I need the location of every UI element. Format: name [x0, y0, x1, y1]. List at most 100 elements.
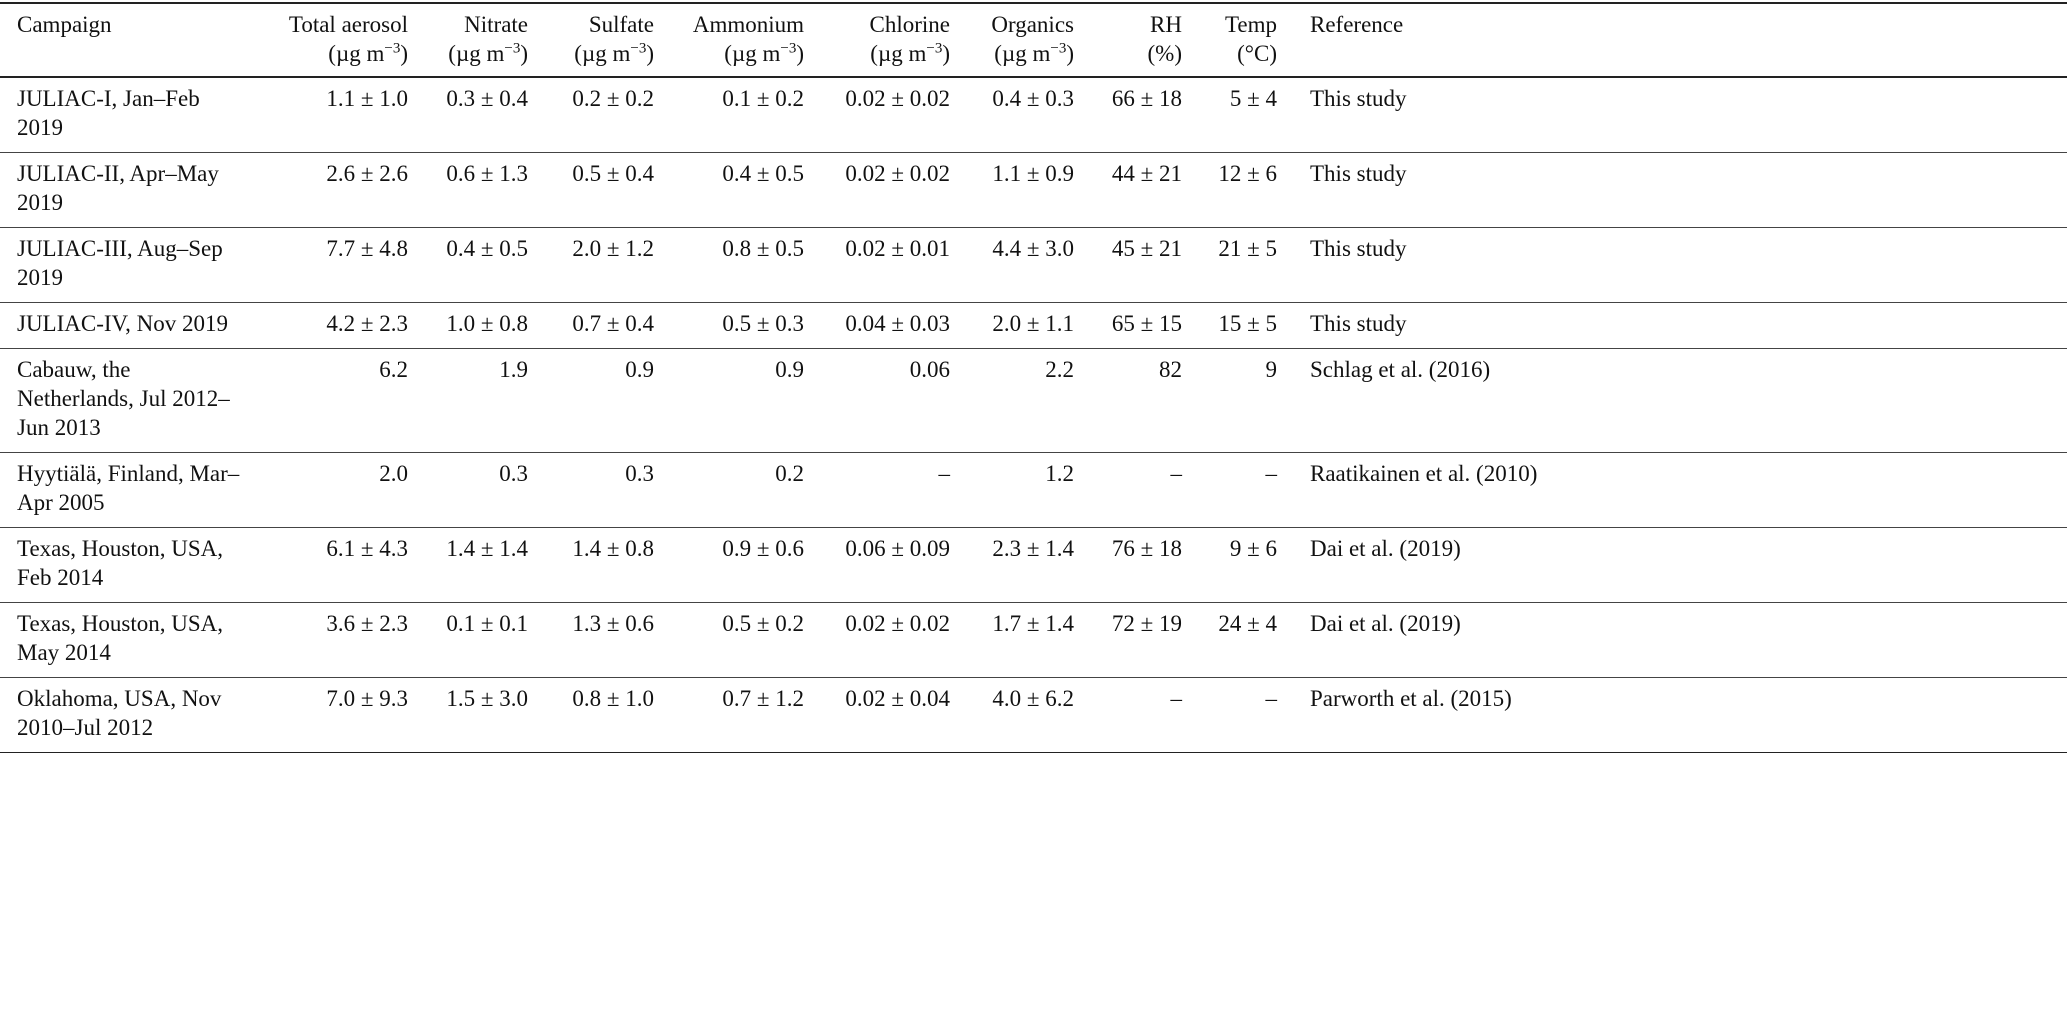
cell-campaign: Cabauw, the Netherlands, Jul 2012–Jun 20… [17, 357, 230, 440]
header-total-aerosol: Total aerosol (µg m−3) [250, 3, 408, 78]
header-label: Nitrate [464, 12, 528, 37]
cell-ammonium: 0.4 ± 0.5 [722, 161, 804, 186]
cell-campaign: Texas, Houston, USA, May 2014 [17, 611, 224, 665]
cell-organics: 4.4 ± 3.0 [992, 236, 1074, 261]
table-row: Oklahoma, USA, Nov 2010–Jul 2012 7.0 ± 9.… [0, 678, 2067, 753]
header-campaign: Campaign [0, 3, 250, 78]
cell-organics: 2.2 [1045, 357, 1074, 382]
cell-nitrate: 1.4 ± 1.4 [446, 536, 528, 561]
cell-total-aerosol: 6.1 ± 4.3 [326, 536, 408, 561]
header-sulfate: Sulfate (µg m−3) [528, 3, 654, 78]
cell-chlorine: 0.02 ± 0.04 [845, 686, 950, 711]
cell-total-aerosol: 4.2 ± 2.3 [326, 311, 408, 336]
table-body: JULIAC-I, Jan–Feb 2019 1.1 ± 1.0 0.3 ± 0.4… [0, 77, 2067, 753]
header-ammonium: Ammonium (µg m−3) [654, 3, 804, 78]
header-unit: (µg m−3) [994, 40, 1074, 66]
cell-total-aerosol: 7.0 ± 9.3 [326, 686, 408, 711]
cell-rh: – [1170, 461, 1183, 486]
cell-nitrate: 0.4 ± 0.5 [446, 236, 528, 261]
cell-nitrate: 0.3 ± 0.4 [446, 86, 528, 111]
cell-reference: This study [1310, 311, 1407, 336]
data-table: Campaign Total aerosol (µg m−3) Nitrate (µg … [0, 2, 2067, 753]
cell-total-aerosol: 1.1 ± 1.0 [326, 86, 408, 111]
cell-chlorine: 0.04 ± 0.03 [845, 311, 950, 336]
cell-sulfate: 0.8 ± 1.0 [572, 686, 654, 711]
cell-sulfate: 0.7 ± 0.4 [572, 311, 654, 336]
header-label: RH [1150, 12, 1182, 37]
cell-campaign: JULIAC-I, Jan–Feb 2019 [17, 86, 200, 140]
header-label: Total aerosol [288, 12, 408, 37]
header-unit: (µg m−3) [328, 40, 408, 66]
cell-total-aerosol: 7.7 ± 4.8 [326, 236, 408, 261]
cell-sulfate: 0.2 ± 0.2 [572, 86, 654, 111]
header-unit: (µg m−3) [574, 40, 654, 66]
cell-ammonium: 0.2 [775, 461, 804, 486]
cell-nitrate: 0.6 ± 1.3 [446, 161, 528, 186]
cell-sulfate: 1.3 ± 0.6 [572, 611, 654, 636]
cell-reference: Dai et al. (2019) [1310, 611, 1461, 636]
table-row: Texas, Houston, USA, May 2014 3.6 ± 2.3 0.… [0, 603, 2067, 678]
header-label: Temp [1224, 12, 1277, 37]
cell-campaign: Hyytiälä, Finland, Mar–Apr 2005 [17, 461, 240, 515]
cell-nitrate: 0.3 [499, 461, 528, 486]
cell-nitrate: 1.5 ± 3.0 [446, 686, 528, 711]
header-unit: (µg m−3) [448, 40, 528, 66]
cell-temp: 5 ± 4 [1229, 86, 1277, 111]
header-unit: (µg m−3) [724, 40, 804, 66]
cell-organics: 2.3 ± 1.4 [992, 536, 1074, 561]
cell-reference: Schlag et al. (2016) [1310, 357, 1491, 382]
cell-rh: 45 ± 21 [1111, 236, 1182, 261]
header-label: Chlorine [869, 12, 951, 37]
cell-nitrate: 0.1 ± 0.1 [446, 611, 528, 636]
cell-temp: 15 ± 5 [1218, 311, 1277, 336]
header-unit: (%) [1147, 41, 1182, 66]
header-chlorine: Chlorine (µg m−3) [804, 3, 951, 78]
cell-temp: 24 ± 4 [1218, 611, 1277, 636]
cell-temp: – [1265, 686, 1278, 711]
cell-chlorine: 0.02 ± 0.01 [845, 236, 950, 261]
cell-ammonium: 0.9 ± 0.6 [722, 536, 804, 561]
cell-ammonium: 0.7 ± 1.2 [722, 686, 804, 711]
cell-temp: 12 ± 6 [1218, 161, 1277, 186]
cell-total-aerosol: 2.0 [379, 461, 408, 486]
cell-organics: 0.4 ± 0.3 [992, 86, 1074, 111]
header-nitrate: Nitrate (µg m−3) [408, 3, 528, 78]
cell-sulfate: 1.4 ± 0.8 [572, 536, 654, 561]
cell-organics: 4.0 ± 6.2 [992, 686, 1074, 711]
cell-chlorine: 0.02 ± 0.02 [845, 161, 950, 186]
cell-reference: Dai et al. (2019) [1310, 536, 1461, 561]
header-organics: Organics (µg m−3) [950, 3, 1074, 78]
cell-rh: – [1170, 686, 1183, 711]
cell-campaign: JULIAC-III, Aug–Sep 2019 [17, 236, 223, 290]
cell-campaign: Texas, Houston, USA, Feb 2014 [17, 536, 224, 590]
cell-ammonium: 0.5 ± 0.2 [722, 611, 804, 636]
cell-chlorine: 0.02 ± 0.02 [845, 611, 950, 636]
cell-ammonium: 0.5 ± 0.3 [722, 311, 804, 336]
header-temp: Temp (°C) [1182, 3, 1277, 78]
cell-reference: Raatikainen et al. (2010) [1310, 461, 1538, 486]
cell-reference: This study [1310, 161, 1407, 186]
header-rh: RH (%) [1074, 3, 1182, 78]
cell-ammonium: 0.8 ± 0.5 [722, 236, 804, 261]
header-unit: (µg m−3) [870, 40, 950, 66]
cell-sulfate: 0.9 [625, 357, 654, 382]
cell-sulfate: 2.0 ± 1.2 [572, 236, 654, 261]
header-unit: (°C) [1237, 41, 1277, 66]
cell-sulfate: 0.3 [625, 461, 654, 486]
cell-rh: 76 ± 18 [1111, 536, 1182, 561]
header-label: Organics [991, 12, 1074, 37]
cell-organics: 2.0 ± 1.1 [992, 311, 1074, 336]
table-row: JULIAC-I, Jan–Feb 2019 1.1 ± 1.0 0.3 ± 0.4… [0, 77, 2067, 153]
cell-organics: 1.7 ± 1.4 [992, 611, 1074, 636]
table-row: Hyytiälä, Finland, Mar–Apr 2005 2.0 0.3 0.3… [0, 453, 2067, 528]
header-label: Sulfate [588, 12, 654, 37]
cell-rh: 44 ± 21 [1111, 161, 1182, 186]
cell-nitrate: 1.0 ± 0.8 [446, 311, 528, 336]
cell-total-aerosol: 6.2 [379, 357, 408, 382]
cell-temp: 9 ± 6 [1229, 536, 1277, 561]
table-row: JULIAC-IV, Nov 2019 4.2 ± 2.3 1.0 ± 0.8 0.7… [0, 303, 2067, 349]
header-label: Reference [1310, 12, 1404, 37]
cell-chlorine: – [938, 461, 951, 486]
cell-total-aerosol: 2.6 ± 2.6 [326, 161, 408, 186]
cell-chlorine: 0.02 ± 0.02 [845, 86, 950, 111]
